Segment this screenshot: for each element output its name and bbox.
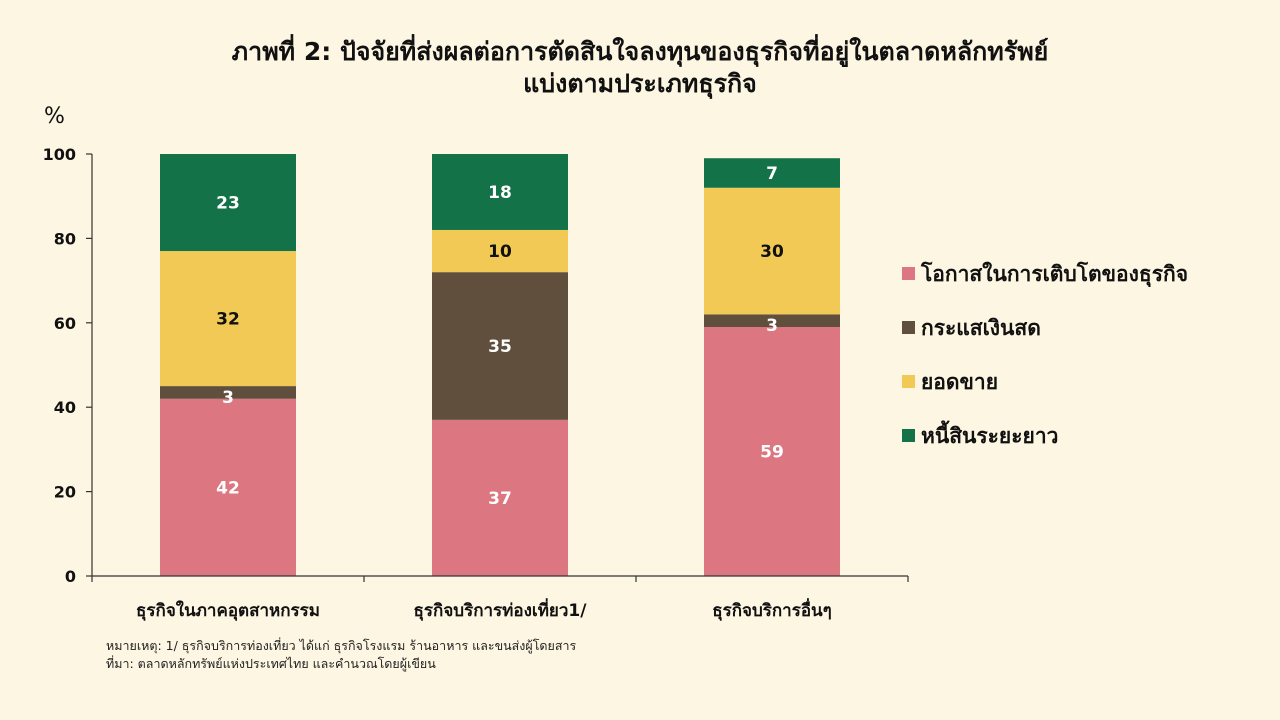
label-group: 4233223ธุรกิจในภาคอุตสาหกรรม37351018ธุรก… [43,145,832,621]
bar-segment [704,187,840,315]
bar-value-label: 10 [488,242,512,262]
y-tick-label: 20 [54,483,76,502]
y-tick-label: 40 [54,398,76,417]
footnotes: หมายเหตุ: 1/ ธุรกิจบริการท่องเที่ยว ได้แ… [106,637,576,673]
bar-segment [432,272,568,420]
legend-swatch [902,321,915,334]
bar-segment [704,158,840,188]
axes-group [86,153,909,582]
bar-segment [160,251,296,387]
bar-value-label: 35 [488,337,512,357]
bar-value-label: 59 [760,443,784,463]
bar-segment [432,229,568,273]
chart-title-line1: ภาพที่ 2: ปัจจัยที่ส่งผลต่อการตัดสินใจลง… [231,37,1049,66]
chart-title: ภาพที่ 2: ปัจจัยที่ส่งผลต่อการตัดสินใจลง… [0,36,1280,100]
legend-swatch [902,267,915,280]
bar-segment [432,154,568,230]
bar-value-label: 3 [766,316,778,336]
legend-label: หนี้สินระยะยาว [921,424,1059,448]
legend-swatch [902,375,915,388]
bar-group [160,154,840,576]
legend-item: โอกาสในการเติบโตของธุรกิจ [902,262,1188,316]
y-tick-label: 80 [54,229,76,248]
bar-value-label: 30 [760,242,784,262]
legend-label: โอกาสในการเติบโตของธุรกิจ [921,262,1189,286]
bar-value-label: 3 [222,388,234,408]
legend-item: หนี้สินระยะยาว [902,424,1188,478]
legend-label: ยอดขาย [921,370,999,394]
bar-segment [432,419,568,576]
bar-segment [704,314,840,328]
bar-value-label: 18 [488,183,512,203]
legend-swatch [902,429,915,442]
bar-value-label: 7 [766,164,778,184]
chart-title-line2: แบ่งตามประเภทธุรกิจ [523,69,757,98]
legend-label: กระแสเงินสด [921,316,1041,340]
x-tick-label: ธุรกิจบริการอื่นๆ [712,598,832,621]
footnote-note: หมายเหตุ: 1/ ธุรกิจบริการท่องเที่ยว ได้แ… [106,638,577,653]
bar-value-label: 23 [216,194,240,214]
bar-segment [160,154,296,252]
bar-segment [160,398,296,576]
bar-value-label: 37 [488,489,512,509]
bar-segment [160,386,296,399]
y-tick-label: 0 [65,567,76,586]
y-tick-label: 60 [54,314,76,333]
y-tick-label: 100 [43,145,76,164]
bar-segment [704,327,840,576]
bar-value-label: 42 [216,478,240,498]
legend-item: ยอดขาย [902,370,1188,424]
x-tick-label: ธุรกิจในภาคอุตสาหกรรม [136,600,320,621]
footnote-source: ที่มา: ตลาดหลักทรัพย์แห่งประเทศไทย และคำ… [106,656,436,671]
legend: โอกาสในการเติบโตของธุรกิจกระแสเงินสดยอดข… [902,262,1188,478]
bar-value-label: 32 [216,310,240,330]
x-tick-label: ธุรกิจบริการท่องเที่ยว1/ [414,598,588,621]
y-axis-unit-label: % [44,104,65,129]
legend-item: กระแสเงินสด [902,316,1188,370]
